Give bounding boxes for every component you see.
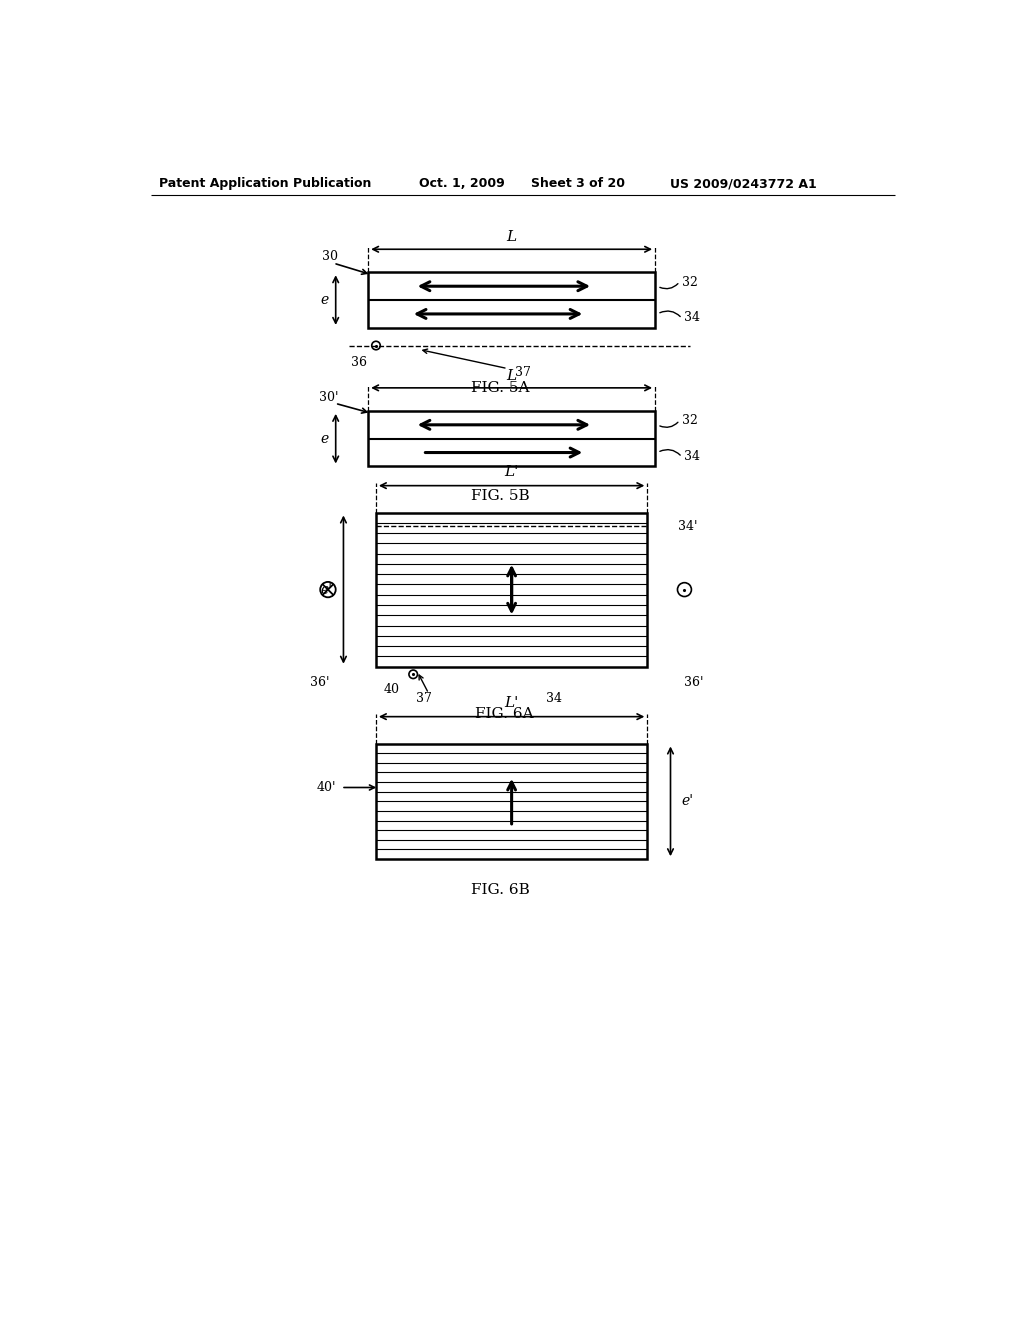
Text: FIG. 6B: FIG. 6B (471, 883, 529, 896)
Text: L: L (507, 230, 517, 244)
Text: L': L' (505, 696, 519, 710)
Text: e: e (319, 432, 329, 446)
Bar (369, 411, 655, 466)
Text: Sheet 3 of 20: Sheet 3 of 20 (531, 177, 625, 190)
Text: FIG. 5B: FIG. 5B (471, 488, 529, 503)
Text: 40: 40 (384, 684, 399, 696)
Text: 34: 34 (546, 693, 562, 705)
Text: 34': 34' (678, 520, 697, 533)
Text: Oct. 1, 2009: Oct. 1, 2009 (419, 177, 505, 190)
Text: FIG. 5A: FIG. 5A (471, 381, 529, 395)
Text: 36: 36 (351, 356, 368, 370)
Text: US 2009/0243772 A1: US 2009/0243772 A1 (671, 177, 817, 190)
Text: 37: 37 (515, 366, 531, 379)
Text: e': e' (682, 795, 693, 808)
Text: L: L (507, 368, 517, 383)
Text: e': e' (321, 582, 333, 597)
Text: 30: 30 (322, 251, 338, 264)
Bar (369, 272, 655, 327)
Text: 32: 32 (682, 414, 698, 428)
Text: 36': 36' (310, 676, 330, 689)
Text: Patent Application Publication: Patent Application Publication (159, 177, 372, 190)
Text: L': L' (505, 465, 519, 479)
Bar (376, 512, 647, 667)
Text: FIG. 6A: FIG. 6A (474, 708, 534, 721)
Text: 34: 34 (684, 312, 700, 325)
Text: 36': 36' (684, 676, 703, 689)
Text: 37: 37 (416, 693, 432, 705)
Text: 34: 34 (684, 450, 700, 463)
Bar (376, 743, 647, 859)
Text: 32: 32 (682, 276, 698, 289)
Text: e: e (319, 293, 329, 308)
Text: 40': 40' (316, 781, 336, 795)
Text: 30': 30' (319, 391, 339, 404)
